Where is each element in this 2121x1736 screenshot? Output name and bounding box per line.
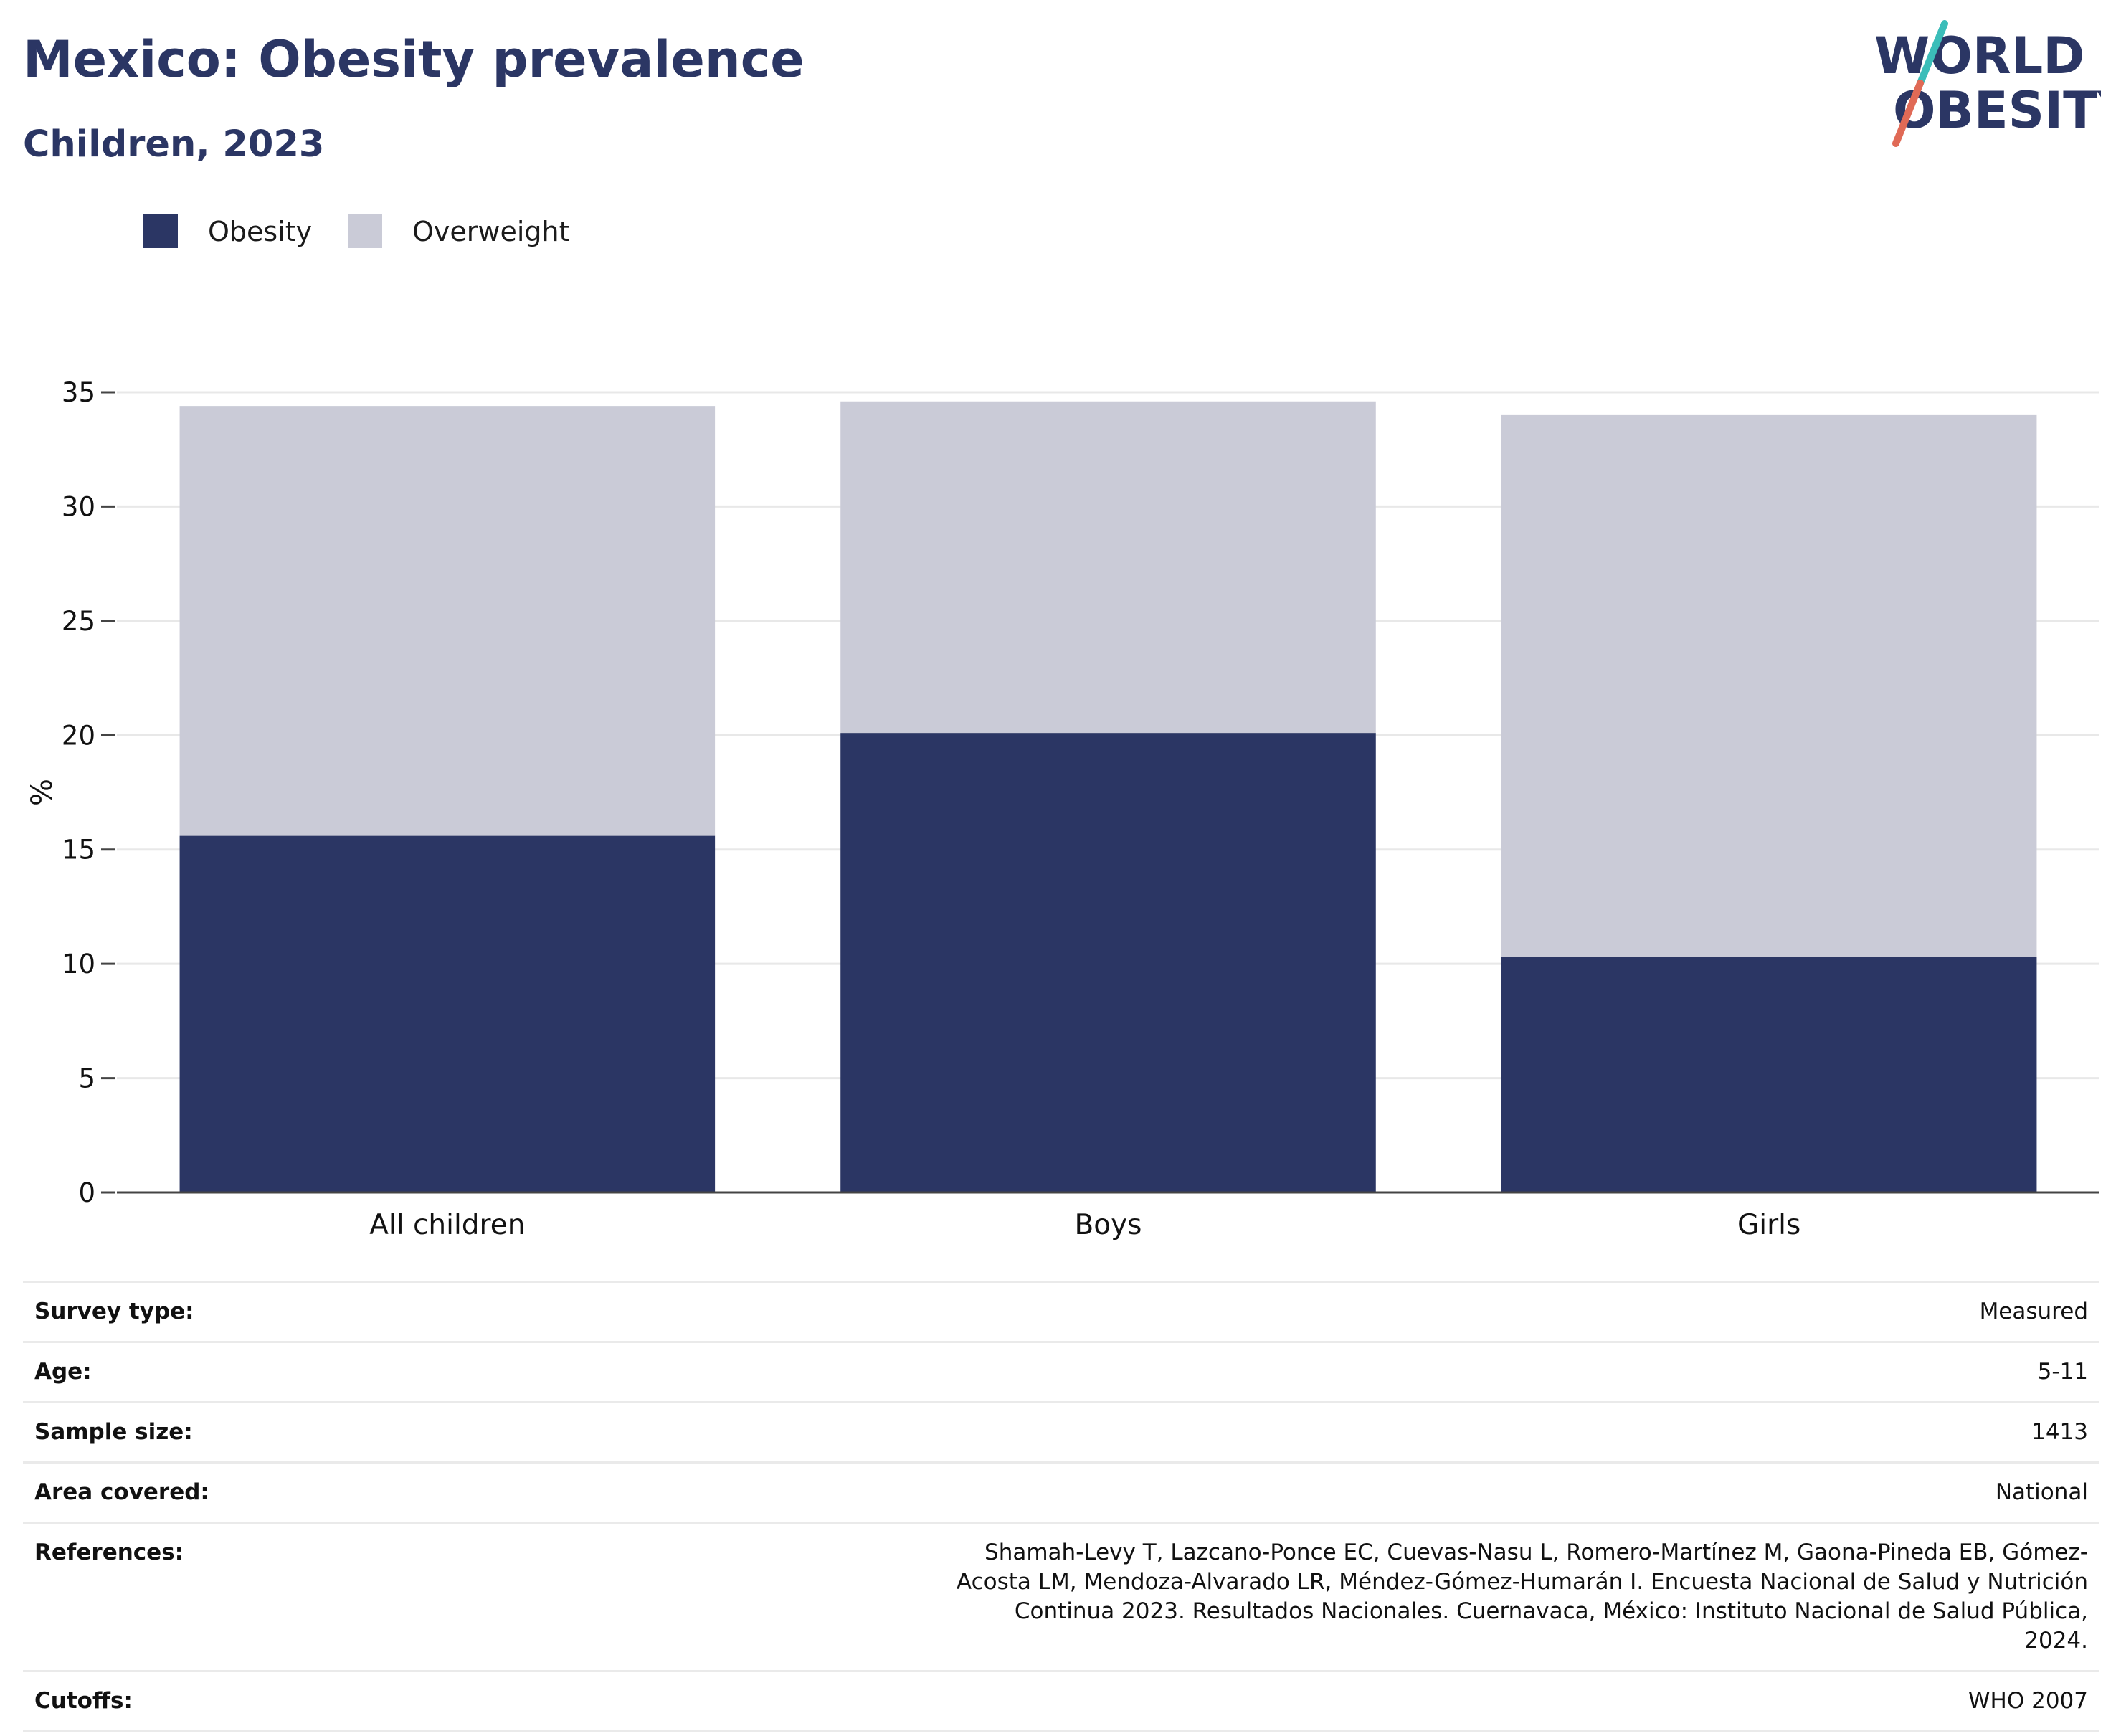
y-tick-label: 35 <box>62 377 95 408</box>
y-tick-label: 30 <box>62 491 95 522</box>
logo-line-obesity: OBESITY <box>1893 81 2101 140</box>
bar-obesity <box>840 733 1376 1192</box>
info-row-survey-type: Survey type: Measured <box>23 1281 2099 1343</box>
info-key: References: <box>23 1522 447 1672</box>
info-value: Measured <box>447 1281 2099 1343</box>
survey-info-table: Survey type: Measured Age: 5-11 Sample s… <box>23 1281 2099 1732</box>
info-row-cutoffs: Cutoffs: WHO 2007 <box>23 1670 2099 1732</box>
bar-obesity <box>179 835 716 1192</box>
y-tick-label: 10 <box>62 949 95 980</box>
y-tick-label: 15 <box>62 835 95 865</box>
logo-line-world: WORLD <box>1874 27 2084 85</box>
info-row-age: Age: 5-11 <box>23 1341 2099 1403</box>
axes: 0 5 10 15 20 25 30 35 All children Boys Girls% <box>26 377 2099 1241</box>
info-key: Survey type: <box>23 1281 447 1343</box>
y-axis-label: % <box>26 779 59 806</box>
bar-overweight <box>1501 414 2037 957</box>
y-tick-label: 5 <box>78 1063 95 1094</box>
info-key: Sample size: <box>23 1401 447 1464</box>
bars <box>179 401 2037 1192</box>
bar-overweight <box>179 406 716 836</box>
info-value: WHO 2007 <box>447 1670 2099 1732</box>
info-row-sample-size: Sample size: 1413 <box>23 1401 2099 1464</box>
info-key: Cutoffs: <box>23 1670 447 1732</box>
info-row-area-covered: Area covered: National <box>23 1461 2099 1524</box>
y-tick-label: 20 <box>62 720 95 751</box>
legend-label-obesity: Obesity <box>208 216 313 247</box>
info-key: Area covered: <box>23 1461 447 1524</box>
legend-swatch-overweight <box>348 214 382 248</box>
info-key: Age: <box>23 1341 447 1403</box>
chart-title: Mexico: Obesity prevalence <box>23 30 805 89</box>
chart-subtitle: Children, 2023 <box>23 123 325 166</box>
info-row-references: References: Shamah-Levy T, Lazcano-Ponce… <box>23 1522 2099 1672</box>
x-tick-label: Boys <box>1074 1209 1142 1241</box>
x-tick-label: Girls <box>1737 1209 1800 1241</box>
y-tick-label: 0 <box>78 1177 95 1208</box>
info-value: 5-11 <box>447 1341 2099 1403</box>
y-tick-label: 25 <box>62 606 95 637</box>
bar-overweight <box>840 401 1376 734</box>
info-value: 1413 <box>447 1401 2099 1464</box>
legend-swatch-obesity <box>143 214 178 248</box>
world-obesity-logo: WORLD OBESITY <box>1874 20 2101 147</box>
bar-obesity <box>1501 957 2037 1192</box>
info-value: Shamah-Levy T, Lazcano-Ponce EC, Cuevas-… <box>447 1522 2099 1672</box>
x-tick-label: All children <box>369 1209 525 1241</box>
stacked-bar-chart: 0 5 10 15 20 25 30 35 All children Boys Girls% <box>26 377 2099 1241</box>
legend-label-overweight: Overweight <box>412 216 570 247</box>
info-value: National <box>447 1461 2099 1524</box>
logo-slash-top <box>1917 20 1948 87</box>
logo-slash-bottom <box>1892 80 1924 147</box>
